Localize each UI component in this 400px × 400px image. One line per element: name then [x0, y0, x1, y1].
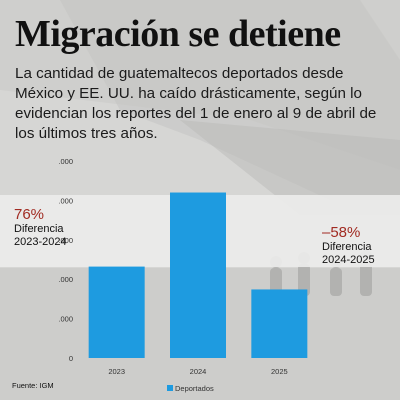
- annotation-2023-2024: 76% Diferencia 2023-2024: [14, 207, 67, 249]
- source-note: Fuente: IGM: [12, 381, 54, 390]
- y-tick-label: 0: [69, 354, 73, 363]
- bar-2024: [170, 192, 226, 358]
- legend-label: Deportados: [175, 384, 214, 393]
- page-subtitle: La cantidad de guatemaltecos deportados …: [15, 65, 377, 142]
- x-tick-label: 2023: [108, 367, 125, 376]
- x-tick-label: 2025: [271, 367, 288, 376]
- y-tick-label: .000: [58, 275, 73, 284]
- annotation-percent: 76%: [14, 206, 45, 223]
- y-tick-label: .000: [58, 196, 73, 205]
- annotation-2024-2025: –58% Diferencia 2024-2025: [322, 225, 375, 267]
- y-tick-label: .000: [58, 315, 73, 324]
- y-tick-label: .000: [58, 157, 73, 166]
- annotation-label: Diferencia: [322, 241, 372, 253]
- bar-2023: [88, 266, 145, 358]
- x-tick-label: 2024: [190, 367, 207, 376]
- annotation-percent: –58%: [322, 224, 361, 241]
- annotation-period: 2024-2025: [322, 254, 375, 266]
- legend-swatch: [167, 385, 173, 391]
- page-title: Migración se detiene: [15, 13, 341, 55]
- annotation-label: Diferencia: [14, 223, 64, 235]
- y-tick-label: .000: [58, 236, 73, 245]
- bar-2025: [251, 289, 308, 358]
- annotation-period: 2023-2024: [14, 236, 67, 248]
